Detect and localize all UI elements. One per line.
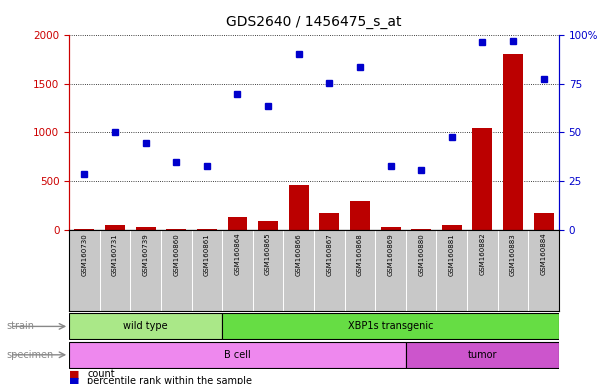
Text: ■: ■ — [69, 369, 83, 379]
Text: GSM160739: GSM160739 — [142, 233, 148, 276]
Bar — [472, 127, 492, 230]
Bar — [136, 227, 156, 230]
Bar — [319, 213, 340, 230]
Bar — [197, 229, 217, 230]
Text: percentile rank within the sample: percentile rank within the sample — [87, 376, 252, 384]
Text: GSM160881: GSM160881 — [449, 233, 455, 276]
Text: GSM160884: GSM160884 — [541, 233, 547, 275]
Bar — [69, 341, 406, 368]
Text: B cell: B cell — [224, 350, 251, 360]
Bar — [350, 200, 370, 230]
Text: GSM160730: GSM160730 — [81, 233, 87, 276]
Text: GSM160864: GSM160864 — [234, 233, 240, 275]
Text: tumor: tumor — [468, 350, 497, 360]
Bar — [442, 225, 462, 230]
Text: wild type: wild type — [123, 321, 168, 331]
Text: count: count — [87, 369, 115, 379]
Bar — [380, 227, 400, 230]
Text: GSM160866: GSM160866 — [296, 233, 302, 276]
Text: GSM160731: GSM160731 — [112, 233, 118, 276]
Text: GSM160880: GSM160880 — [418, 233, 424, 276]
Text: GSM160860: GSM160860 — [173, 233, 179, 276]
Text: specimen: specimen — [6, 350, 53, 360]
Text: XBP1s transgenic: XBP1s transgenic — [348, 321, 433, 331]
Text: GSM160882: GSM160882 — [480, 233, 486, 275]
Text: GDS2640 / 1456475_s_at: GDS2640 / 1456475_s_at — [226, 15, 402, 29]
Text: GSM160867: GSM160867 — [326, 233, 332, 276]
Bar — [503, 54, 523, 230]
Text: strain: strain — [6, 321, 34, 331]
Bar — [411, 229, 431, 230]
Bar — [166, 229, 186, 230]
Bar — [75, 229, 94, 230]
Bar — [258, 220, 278, 230]
Bar — [69, 313, 222, 339]
Text: ■: ■ — [69, 376, 83, 384]
Text: GSM160865: GSM160865 — [265, 233, 271, 275]
Text: GSM160883: GSM160883 — [510, 233, 516, 276]
Text: GSM160869: GSM160869 — [388, 233, 394, 276]
Bar — [228, 217, 248, 230]
Text: GSM160868: GSM160868 — [357, 233, 363, 276]
Bar — [288, 185, 309, 230]
Bar — [534, 213, 554, 230]
Bar — [406, 341, 559, 368]
Bar — [222, 313, 559, 339]
Text: GSM160861: GSM160861 — [204, 233, 210, 276]
Bar — [105, 225, 125, 230]
